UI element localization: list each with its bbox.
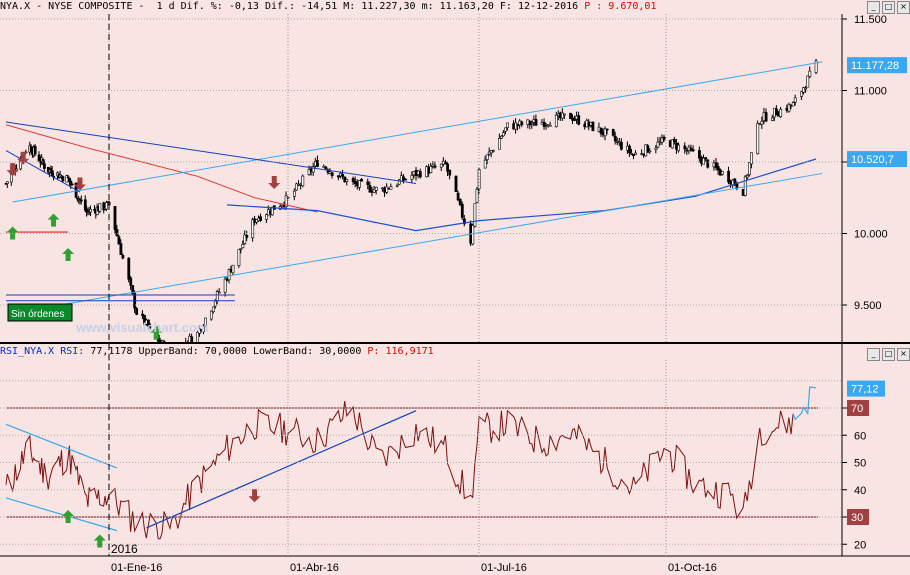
rsi-minimize-button[interactable]: _ xyxy=(867,348,880,361)
header-min-label: m: xyxy=(421,1,434,12)
header-date: 12-12-2016 xyxy=(517,1,579,12)
header-symbol: NYA.X xyxy=(0,1,31,12)
rsi-close-button[interactable]: × xyxy=(897,348,910,361)
rsi-window-buttons: _ □ × xyxy=(867,348,910,361)
price-header: NYA.X - NYSE COMPOSITE - 1 d Dif. %: -0,… xyxy=(0,1,657,12)
header-dif-pct: -0,13 xyxy=(228,1,259,12)
rsi-label: RSI: xyxy=(60,346,85,357)
rsi-value: 77,1178 xyxy=(90,346,133,357)
upper-band-label: UpperBand: xyxy=(138,346,199,357)
header-max: 11.227,30 xyxy=(361,1,416,12)
header-date-label: F: xyxy=(499,1,512,12)
lower-band-label: LowerBand: xyxy=(252,346,314,357)
rsi-p-label: P: xyxy=(367,346,380,357)
header-p-value: 9.670,01 xyxy=(608,1,657,12)
header-dif-label: Dif.: xyxy=(264,1,296,12)
rsi-maximize-button[interactable]: □ xyxy=(882,348,895,361)
header-max-label: M: xyxy=(343,1,356,12)
maximize-button[interactable]: □ xyxy=(882,1,895,14)
upper-band-value: 70,0000 xyxy=(204,346,247,357)
header-dif: -14,51 xyxy=(301,1,338,12)
close-button[interactable]: × xyxy=(897,1,910,14)
header-p-label: P : xyxy=(584,1,603,12)
rsi-series-name: RSI_NYA.X xyxy=(0,346,55,357)
panel-separator[interactable] xyxy=(0,342,910,344)
minimize-button[interactable]: _ xyxy=(867,1,880,14)
lower-band-value: 30,0000 xyxy=(319,346,362,357)
rsi-p-value: 116,9171 xyxy=(385,346,434,357)
header-period: 1 d xyxy=(156,1,175,12)
price-window-buttons: _ □ × xyxy=(867,1,910,14)
rsi-header: RSI_NYA.X RSI: 77,1178 UpperBand: 70,000… xyxy=(0,345,434,359)
price-panel[interactable]: NYA.X - NYSE COMPOSITE - 1 d Dif. %: -0,… xyxy=(0,0,910,342)
header-dif-pct-label: Dif. %: xyxy=(180,1,223,12)
rsi-panel[interactable]: RSI_NYA.X RSI: 77,1178 UpperBand: 70,000… xyxy=(0,344,910,575)
header-min: 11.163,20 xyxy=(439,1,494,12)
header-name: NYSE COMPOSITE xyxy=(48,1,133,12)
